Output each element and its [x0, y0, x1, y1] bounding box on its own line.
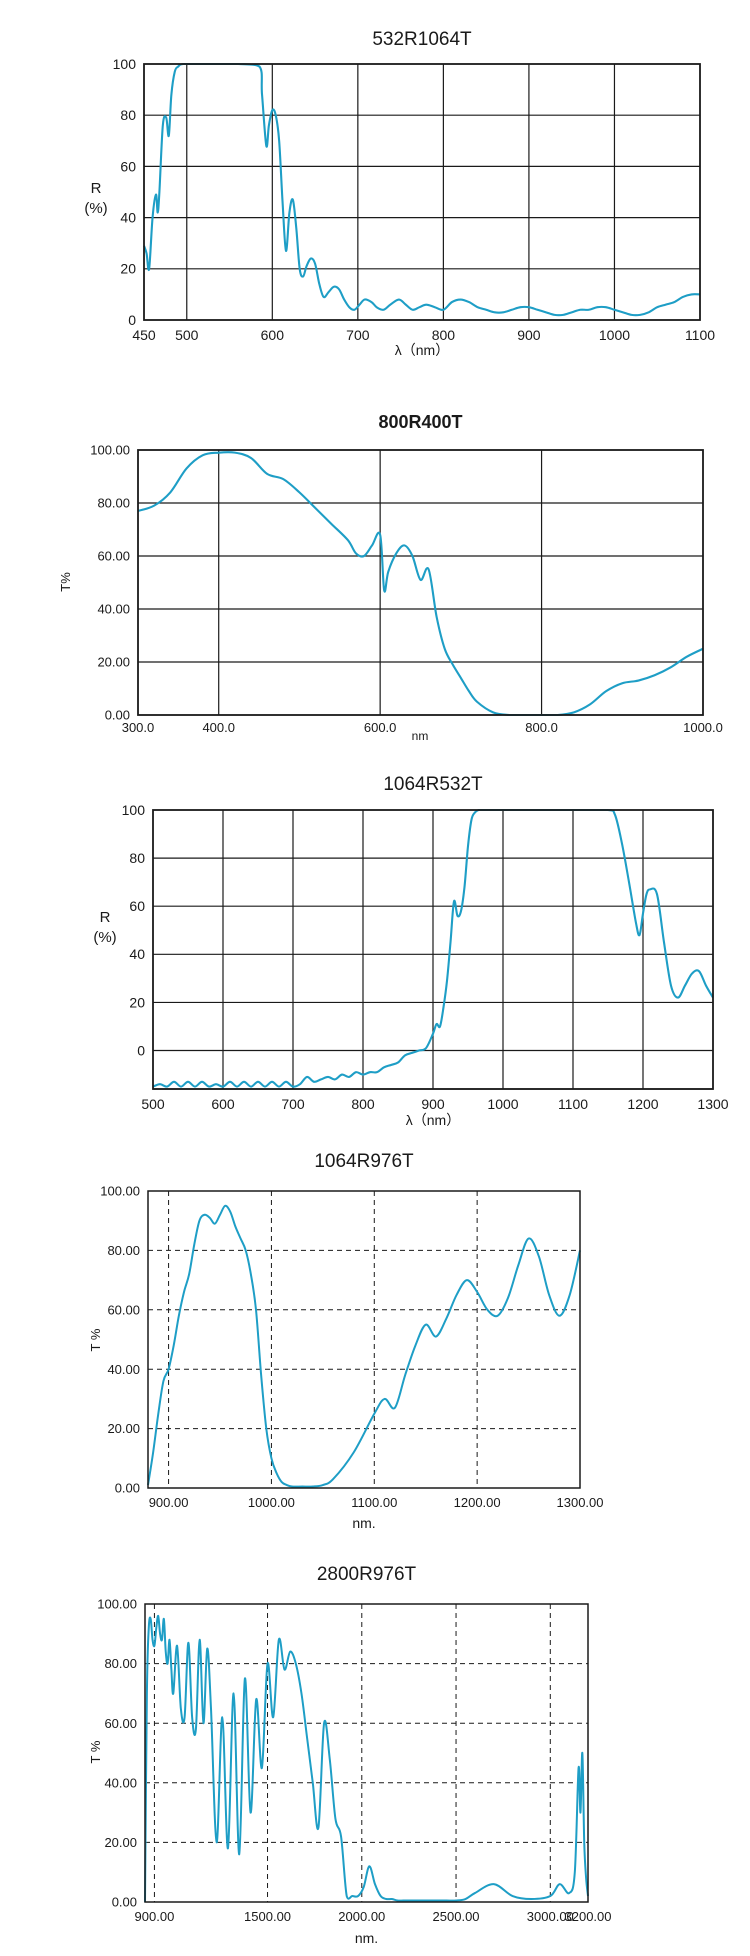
y-tick-label: 40.00: [97, 602, 130, 617]
y-tick-label: 100.00: [97, 1597, 137, 1612]
x-tick-label: 1200: [627, 1096, 658, 1112]
plot-frame: [144, 1603, 589, 1903]
y-tick-label: 0: [128, 312, 136, 328]
x-tick-label: 700: [346, 327, 370, 343]
series-line: [137, 451, 704, 717]
x-axis-label: nm.: [352, 1515, 375, 1531]
y-tick-label: 20.00: [107, 1421, 140, 1436]
x-tick-label: 500: [141, 1096, 165, 1112]
y-tick-label: 80: [129, 850, 145, 866]
x-tick-label: 500: [175, 327, 199, 343]
x-tick-label: 900.00: [149, 1495, 189, 1510]
y-tick-label: 40.00: [104, 1775, 137, 1790]
chart-title: 532R1064T: [372, 29, 472, 50]
series-line: [147, 1204, 581, 1488]
x-tick-label: 1300.00: [557, 1495, 604, 1510]
x-tick-label: 2000.00: [338, 1909, 385, 1924]
chart-3: 1064R532T 0 20 40 60 80 100 500 600 700 800 900 1000…: [93, 774, 728, 1128]
y-tick-label: 100: [113, 56, 137, 72]
series-line: [152, 808, 714, 1088]
x-tick-label: 800: [432, 327, 456, 343]
chart-title: 2800R976T: [317, 1564, 417, 1585]
y-axis-unit-label: (%): [84, 200, 107, 217]
x-tick-label: 700: [281, 1096, 305, 1112]
chart-title: 1064R532T: [383, 774, 483, 795]
y-tick-label: 20.00: [104, 1835, 137, 1850]
x-tick-label: 400.0: [202, 720, 235, 735]
y-tick-label: 80.00: [104, 1656, 137, 1671]
y-tick-label: 0: [137, 1042, 145, 1058]
y-tick-label: 0.00: [112, 1895, 137, 1910]
y-tick-label: 100.00: [100, 1184, 140, 1199]
x-tick-label: 1200.00: [454, 1495, 501, 1510]
x-tick-label: 900: [517, 327, 541, 343]
x-axis-label: nm: [412, 729, 429, 743]
x-axis-label: λ（nm）: [406, 1112, 460, 1128]
y-tick-label: 60.00: [107, 1302, 140, 1317]
chart-title: 1064R976T: [314, 1151, 414, 1172]
y-tick-label: 60.00: [97, 549, 130, 564]
x-tick-label: 1000.0: [683, 720, 723, 735]
chart-5: 2800R976T 0.00 20.00 40.00 60.00 80.00 100.00 9…: [88, 1564, 612, 1946]
chart-2: 800R400T 0.00 20.00 40.00 60.00 80.00 100.00 30…: [58, 412, 723, 743]
y-tick-label: 40: [129, 946, 145, 962]
y-tick-label: 60: [120, 158, 136, 174]
x-tick-label: 1300: [697, 1096, 728, 1112]
x-tick-label: 600: [261, 327, 285, 343]
x-tick-label: 800.0: [525, 720, 558, 735]
x-tick-label: 2500.00: [433, 1909, 480, 1924]
y-tick-label: 20: [120, 261, 136, 277]
series-line: [143, 62, 701, 317]
y-tick-label: 20: [129, 994, 145, 1010]
y-tick-label: 100.00: [90, 443, 130, 458]
chart-title: 800R400T: [378, 412, 462, 432]
x-tick-label: 900: [421, 1096, 445, 1112]
chart-4: 1064R976T 0.00 20.00 40.00 60.00 80.00 100.00 9…: [88, 1151, 604, 1531]
y-tick-label: 80: [120, 107, 136, 123]
y-tick-label: 80.00: [97, 496, 130, 511]
x-tick-label: 1000.00: [248, 1495, 295, 1510]
y-tick-label: 40: [120, 210, 136, 226]
y-axis-unit-label: (%): [93, 929, 116, 946]
x-tick-label: 1100: [685, 327, 715, 343]
y-axis-label: T%: [58, 572, 73, 592]
y-axis-label: R: [100, 909, 111, 926]
x-tick-label: 600: [211, 1096, 235, 1112]
plot-frame: [152, 809, 714, 1090]
series-line: [144, 1614, 589, 1903]
x-tick-label: 900.00: [135, 1909, 175, 1924]
y-axis-label: T %: [88, 1740, 103, 1763]
y-tick-label: 80.00: [107, 1243, 140, 1258]
x-axis-label: nm.: [355, 1930, 378, 1946]
x-tick-label: 450: [132, 327, 156, 343]
x-tick-label: 3000.00: [527, 1909, 574, 1924]
y-tick-label: 40.00: [107, 1362, 140, 1377]
x-axis-label: λ（nm）: [395, 342, 449, 358]
y-axis-label: R: [91, 180, 102, 197]
x-tick-label: 1500.00: [244, 1909, 291, 1924]
y-tick-label: 0.00: [105, 708, 130, 723]
x-tick-label: 3200.00: [565, 1909, 612, 1924]
x-tick-label: 1000: [599, 327, 630, 343]
x-tick-label: 300.0: [122, 720, 155, 735]
x-tick-label: 1100.00: [351, 1495, 397, 1510]
plot-frame: [137, 449, 704, 716]
y-axis-label: T %: [88, 1328, 103, 1351]
chart-1: 532R1064T 0 20 40 60 80 100 450 500 600 700 800 900 1…: [84, 29, 715, 358]
x-tick-label: 800: [351, 1096, 375, 1112]
x-tick-label: 1000: [487, 1096, 518, 1112]
y-tick-label: 60.00: [104, 1716, 137, 1731]
x-tick-label: 1100: [558, 1096, 588, 1112]
plot-frame: [143, 63, 701, 321]
plot-frame: [147, 1190, 581, 1489]
y-tick-label: 60: [129, 898, 145, 914]
y-tick-label: 20.00: [97, 655, 130, 670]
y-tick-label: 0.00: [115, 1481, 140, 1496]
x-tick-label: 600.0: [364, 720, 397, 735]
y-tick-label: 100: [122, 802, 146, 818]
